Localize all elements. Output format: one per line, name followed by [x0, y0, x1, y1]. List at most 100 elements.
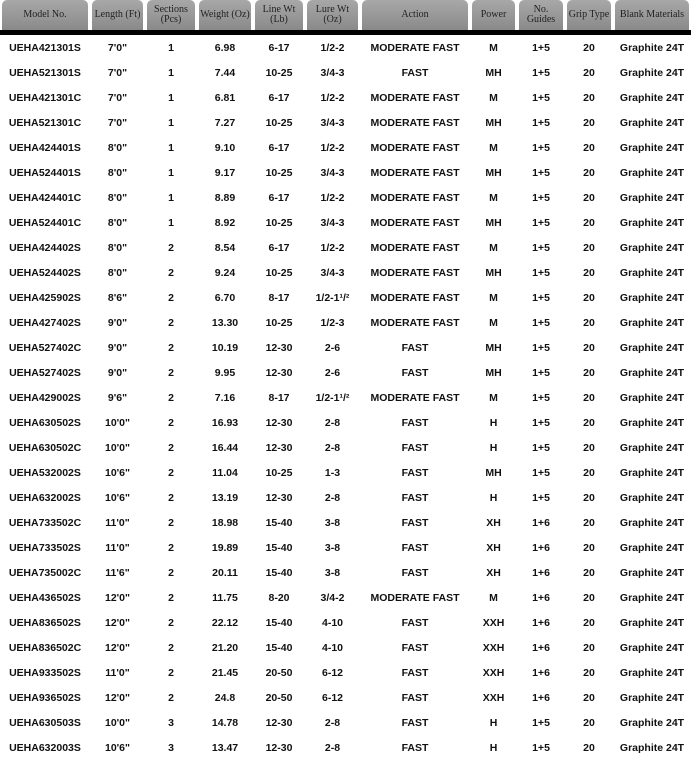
cell-weight: 14.78 — [211, 716, 239, 729]
cell-model-no: UEHA527402S — [9, 366, 81, 379]
cell-line-wt: 10-25 — [265, 266, 293, 279]
cell-grip-type: 20 — [583, 441, 595, 454]
cell-grip-type: 20 — [583, 316, 595, 329]
cell-model-no: UEHA424401S — [9, 141, 81, 154]
cell-grip-type: 20 — [583, 166, 595, 179]
cell-weight: 19.89 — [211, 541, 239, 554]
cell-blank-materials: Graphite 24T — [619, 66, 685, 79]
cell-weight: 11.04 — [212, 466, 238, 479]
cell-grip-type: 20 — [583, 141, 595, 154]
cell-blank-materials: Graphite 24T — [619, 666, 685, 679]
header-blank-materials: Blank Materials — [613, 0, 691, 33]
cell-length: 12'0" — [105, 641, 130, 654]
cell-lure-wt: 2-8 — [324, 491, 341, 504]
cell-power: XH — [486, 516, 501, 529]
cell-lure-wt: 2-6 — [324, 341, 341, 354]
cell-action: FAST — [401, 716, 429, 729]
cell-line-wt: 10-25 — [265, 66, 293, 79]
table-row: UEHA524402S 8'0" 2 9.24 10-25 3/4-3 MODERATE F… — [0, 260, 691, 285]
cell-lure-wt: 3/4-3 — [320, 66, 345, 79]
cell-power: M — [489, 141, 498, 154]
header-label: Action — [362, 0, 468, 30]
cell-lure-wt: 1/2-2 — [320, 91, 345, 104]
cell-sections: 2 — [168, 541, 174, 554]
cell-action: MODERATE FAST — [370, 141, 460, 154]
cell-length: 12'0" — [105, 591, 130, 604]
header-label: Sections (Pcs) — [147, 0, 195, 30]
cell-line-wt: 12-30 — [265, 716, 293, 729]
cell-length: 11'0" — [105, 516, 130, 529]
cell-model-no: UEHA836502C — [8, 641, 82, 654]
cell-length: 7'0" — [107, 41, 128, 54]
cell-lure-wt: 2-6 — [324, 366, 341, 379]
cell-blank-materials: Graphite 24T — [619, 341, 685, 354]
cell-length: 10'0" — [105, 716, 130, 729]
cell-action: MODERATE FAST — [370, 241, 460, 254]
cell-action: FAST — [401, 641, 429, 654]
cell-power: XXH — [482, 691, 505, 704]
cell-model-no: UEHA933502S — [9, 666, 81, 679]
cell-line-wt: 10-25 — [265, 466, 293, 479]
cell-lure-wt: 1-3 — [324, 466, 341, 479]
cell-line-wt: 6-17 — [268, 191, 290, 204]
cell-grip-type: 20 — [583, 366, 595, 379]
cell-action: FAST — [401, 441, 429, 454]
cell-lure-wt: 1/2-1¹/² — [315, 291, 350, 304]
cell-no-guides: 1+6 — [532, 691, 550, 704]
cell-power: MH — [485, 466, 502, 479]
cell-weight: 9.95 — [214, 366, 236, 379]
header-action: Action — [360, 0, 470, 33]
cell-lure-wt: 2-8 — [324, 741, 341, 754]
cell-length: 9'6" — [107, 391, 128, 404]
cell-grip-type: 20 — [583, 641, 595, 654]
cell-model-no: UEHA421301C — [8, 91, 82, 104]
cell-grip-type: 20 — [583, 466, 595, 479]
cell-length: 7'0" — [107, 116, 128, 129]
cell-weight: 8.89 — [214, 191, 236, 204]
cell-sections: 3 — [168, 741, 174, 754]
cell-no-guides: 1+5 — [532, 441, 550, 454]
cell-model-no: UEHA632002S — [9, 491, 81, 504]
cell-line-wt: 12-30 — [265, 416, 293, 429]
table-row: UEHA421301C 7'0" 1 6.81 6-17 1/2-2 MODERATE FA… — [0, 85, 691, 110]
header-power: Power — [470, 0, 517, 33]
cell-model-no: UEHA424401C — [8, 191, 82, 204]
cell-weight: 8.54 — [214, 241, 236, 254]
cell-length: 11'0" — [105, 541, 130, 554]
cell-lure-wt: 1/2-2 — [320, 191, 345, 204]
cell-grip-type: 20 — [583, 491, 595, 504]
cell-power: MH — [485, 116, 502, 129]
cell-model-no: UEHA527402C — [8, 341, 82, 354]
cell-action: MODERATE FAST — [370, 216, 460, 229]
table-row: UEHA632003S 10'6" 3 13.47 12-30 2-8 FAST H 1+5 20… — [0, 735, 691, 760]
cell-sections: 2 — [168, 591, 174, 604]
cell-model-no: UEHA436502S — [9, 591, 81, 604]
cell-action: FAST — [401, 741, 429, 754]
cell-lure-wt: 1/2-2 — [320, 241, 345, 254]
cell-line-wt: 8-17 — [268, 391, 290, 404]
cell-no-guides: 1+6 — [532, 591, 550, 604]
cell-no-guides: 1+5 — [532, 116, 550, 129]
cell-power: H — [489, 441, 498, 454]
cell-no-guides: 1+6 — [532, 641, 550, 654]
cell-no-guides: 1+5 — [532, 466, 550, 479]
cell-sections: 1 — [168, 116, 174, 129]
cell-weight: 7.27 — [214, 116, 236, 129]
cell-blank-materials: Graphite 24T — [619, 266, 685, 279]
cell-lure-wt: 1/2-1¹/² — [315, 391, 350, 404]
cell-no-guides: 1+6 — [532, 666, 550, 679]
cell-length: 9'0" — [107, 316, 128, 329]
cell-model-no: UEHA427402S — [9, 316, 81, 329]
cell-model-no: UEHA733502C — [8, 516, 82, 529]
cell-grip-type: 20 — [583, 566, 595, 579]
cell-weight: 21.45 — [211, 666, 239, 679]
header-label: Power — [472, 0, 515, 30]
cell-grip-type: 20 — [583, 91, 595, 104]
cell-model-no: UEHA521301S — [9, 66, 81, 79]
cell-no-guides: 1+6 — [532, 541, 550, 554]
cell-weight: 22.12 — [211, 616, 239, 629]
cell-model-no: UEHA429002S — [9, 391, 81, 404]
cell-length: 8'0" — [107, 241, 128, 254]
cell-line-wt: 12-30 — [265, 341, 293, 354]
table-row: UEHA421301S 7'0" 1 6.98 6-17 1/2-2 MODERATE FA… — [0, 33, 691, 61]
